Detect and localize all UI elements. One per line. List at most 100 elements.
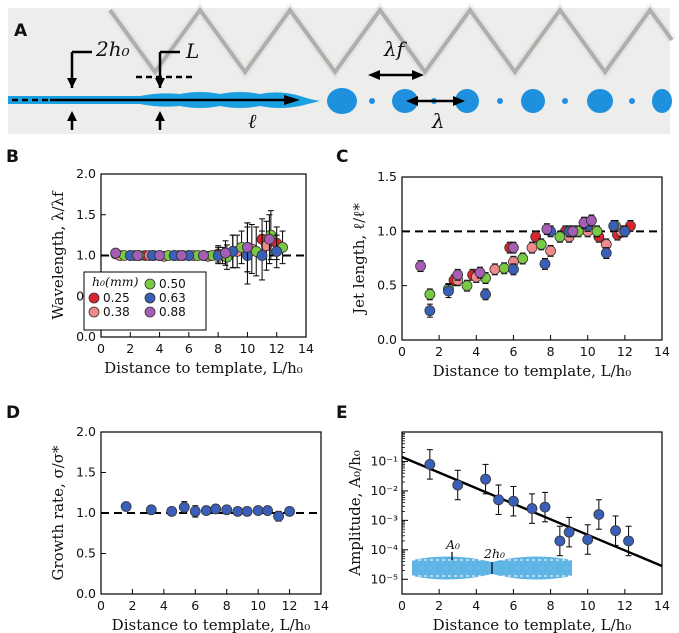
y-tick-label: 0.0 (76, 586, 96, 601)
y-axis-label: Amplitude, A₀/h₀ (346, 450, 364, 577)
data-point-h063 (563, 526, 575, 538)
x-tick-label: 8 (214, 341, 222, 356)
plot-frame (401, 176, 663, 341)
x-tick-label: 14 (298, 341, 314, 356)
data-point-h088 (110, 247, 122, 259)
chart-amplitude: 0 2 4 6 8 10 12 14 10⁻¹ 10⁻² 10⁻³ 10⁻⁴ 10⁻⁵ Distance … (346, 431, 670, 633)
x-tick-label: 4 (160, 598, 168, 613)
data-point-h050 (461, 280, 473, 292)
data-point-h063 (508, 495, 519, 507)
data-point-h050 (424, 288, 436, 300)
data-point-h063 (480, 473, 491, 485)
x-tick-label: 8 (547, 598, 555, 613)
data-point-h063 (493, 494, 504, 506)
data-point-h063 (554, 535, 566, 547)
data-point-h063 (593, 509, 605, 520)
y-tick-label: 1.0 (377, 223, 397, 238)
legend-marker-h063 (144, 292, 156, 304)
data-point-h063 (284, 505, 295, 517)
data-point-h063 (256, 250, 268, 261)
data-point-h063 (166, 505, 178, 517)
data-point-h063 (619, 225, 631, 237)
chart-jet-length: 0 2 4 6 8 10 12 14 0.0 0.5 1.0 1.5 Distance to templ… (350, 169, 670, 380)
data-point-h025 (530, 231, 542, 243)
chart-growth-rate: 0 2 4 6 8 10 12 14 0.0 0.5 1.0 1.5 2.0 Distance to te… (49, 424, 329, 633)
y-axis-label: Growth rate, σ/σ* (49, 445, 67, 581)
legend-label-h025: 0.25 (103, 291, 130, 305)
legend-marker-h038 (88, 306, 100, 318)
data-point-h050 (498, 262, 510, 274)
y-axis-label: Jet length, ℓ/ℓ* (350, 203, 368, 316)
data-point-h088 (567, 225, 579, 237)
data-point-h063 (252, 505, 264, 516)
x-tick-label: 14 (654, 344, 670, 359)
data-point-h050 (517, 253, 529, 264)
x-tick-label: 0 (97, 341, 105, 356)
data-point-h063 (262, 505, 273, 516)
inset-label-2h0: 2h₀ (483, 546, 505, 561)
plot-frame (401, 431, 663, 595)
data-point-h088 (242, 241, 253, 253)
legend-title: h₀(mm) (92, 274, 139, 289)
data-point-h063 (232, 505, 244, 517)
x-tick-label: 0 (398, 598, 406, 613)
x-tick-label: 0 (97, 598, 105, 613)
x-tick-label: 6 (191, 598, 199, 613)
data-point-h038 (526, 242, 538, 254)
x-tick-label: 12 (617, 598, 633, 613)
data-point-h063 (610, 525, 621, 537)
x-tick-label: 10 (580, 598, 596, 613)
x-tick-label: 14 (313, 598, 329, 613)
data-point-h038 (545, 245, 556, 257)
x-tick-label: 6 (509, 344, 517, 359)
x-tick-label: 0 (398, 344, 406, 359)
x-tick-label: 4 (472, 598, 480, 613)
y-tick-label: 1.0 (76, 505, 96, 520)
photo-annotations (12, 50, 465, 130)
y-tick-label: 1.5 (76, 465, 96, 480)
amplitude-inset: A₀ 2h₀ (412, 537, 572, 580)
data-point-h088 (220, 247, 231, 259)
x-tick-label: 14 (654, 598, 670, 613)
x-tick-label: 2 (126, 341, 134, 356)
data-point-h063 (241, 505, 253, 517)
legend-marker-h088 (144, 306, 156, 318)
y-tick-label: 10⁻² (370, 483, 398, 498)
legend: h₀(mm) 0.25 0.50 0.38 0.630.88 (83, 271, 207, 331)
legend-label-h038: 0.38 (103, 305, 130, 319)
y-tick-label: 0.5 (377, 278, 397, 293)
y-tick-label: 0.0 (76, 329, 96, 344)
data-point-h088 (415, 260, 426, 272)
data-point-h063 (424, 305, 436, 317)
data-point-h063 (271, 246, 283, 257)
x-tick-label: 12 (617, 344, 633, 359)
data-point-h088 (541, 223, 553, 235)
x-tick-label: 8 (547, 344, 555, 359)
data-point-h063 (623, 535, 634, 547)
drops (327, 88, 672, 114)
label-ell: ℓ (248, 109, 257, 133)
y-tick-label: 0.0 (377, 332, 397, 347)
data-point-h063 (480, 288, 491, 300)
data-point-h063 (508, 263, 519, 275)
y-tick-label: 2.0 (76, 166, 96, 181)
x-axis-label: Distance to template, L/h₀ (433, 362, 632, 380)
data-point-h088 (263, 233, 275, 245)
x-tick-label: 4 (472, 344, 480, 359)
data-point-h063 (539, 258, 551, 270)
x-tick-label: 4 (156, 341, 164, 356)
legend-marker-h050 (144, 278, 156, 290)
y-tick-label: 1.5 (76, 207, 96, 222)
data-point-h063 (120, 501, 132, 512)
data-point-h050 (535, 238, 547, 250)
y-tick-label: 10⁻⁴ (370, 542, 398, 557)
data-point-h063 (178, 501, 190, 513)
x-axis-label: Distance to template, L/h₀ (104, 359, 303, 377)
panel-letter-d: D (6, 403, 20, 423)
x-tick-label: 12 (282, 598, 298, 613)
panel-letter-a: A (14, 21, 28, 41)
data-point-h063 (582, 534, 594, 545)
data-point-h050 (591, 225, 603, 237)
